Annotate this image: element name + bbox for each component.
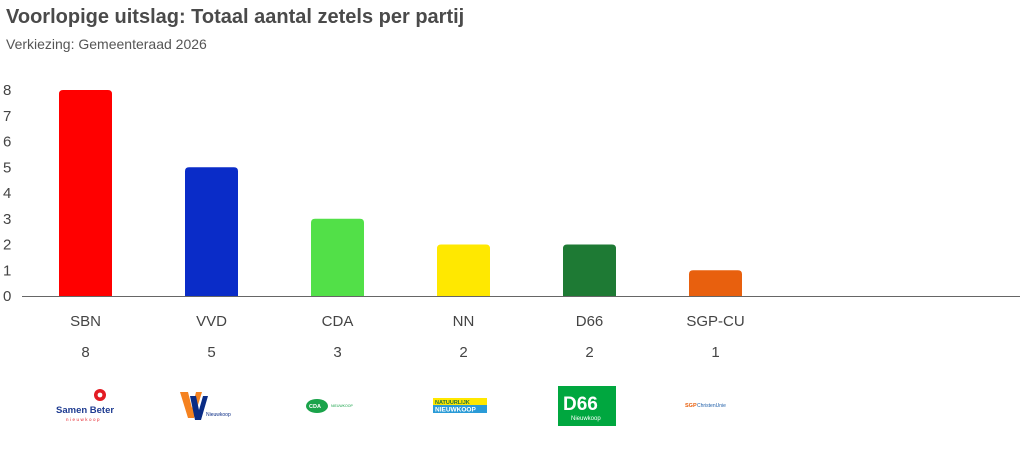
y-tick-label: 5 xyxy=(3,159,11,176)
christenunie-logo-text: ChristenUnie xyxy=(697,403,726,409)
x-tick-label: VVD xyxy=(196,313,227,330)
sgp-logo-mark: SGP xyxy=(685,403,697,409)
data-label: 2 xyxy=(585,344,593,361)
y-tick-label: 2 xyxy=(3,237,11,254)
y-tick-label: 7 xyxy=(3,108,11,125)
cda-logo-mark: CDA xyxy=(309,404,321,410)
y-tick-label: 8 xyxy=(3,82,11,99)
y-tick-label: 3 xyxy=(3,211,11,228)
x-tick-label: NN xyxy=(453,313,475,330)
data-label: 1 xyxy=(711,344,719,361)
y-tick-label: 0 xyxy=(3,288,11,305)
bar-nn xyxy=(437,244,490,296)
d66-logo-text: Nieuwkoop xyxy=(571,416,601,422)
logo-cda: CDA NIEUWKOOP xyxy=(306,399,353,413)
logo-samen-beter: Samen Beter nieuwkoop xyxy=(56,389,114,422)
x-tick-label: SGP-CU xyxy=(686,313,744,330)
data-label: 3 xyxy=(333,344,341,361)
logo-sgp-christenunie: SGP ChristenUnie xyxy=(685,403,726,409)
cda-logo-text: NIEUWKOOP xyxy=(331,404,353,408)
bar-cda xyxy=(311,218,364,296)
logo-vvd: Nieuwkoop xyxy=(180,392,231,420)
logo-d66: D66 Nieuwkoop xyxy=(558,386,616,426)
x-tick-label: D66 xyxy=(576,313,604,330)
x-tick-label: CDA xyxy=(322,313,354,330)
chart-title: Voorlopige uitslag: Totaal aantal zetels… xyxy=(6,6,465,28)
y-tick-label: 6 xyxy=(3,134,11,151)
sbn-logo-text: Samen Beter xyxy=(56,405,114,416)
x-tick-label: SBN xyxy=(70,313,101,330)
sbn-logo-subtext: nieuwkoop xyxy=(66,417,101,422)
y-tick-label: 1 xyxy=(3,262,11,279)
vvd-logo-text: Nieuwkoop xyxy=(206,412,231,418)
bar-vvd xyxy=(185,167,238,296)
bar-sgp-cu xyxy=(689,270,742,296)
nn-logo-subtext: NIEUWKOOP xyxy=(435,407,476,414)
bar-sbn xyxy=(59,90,112,296)
data-label: 5 xyxy=(207,344,215,361)
y-tick-label: 4 xyxy=(3,185,11,202)
chart-subtitle: Verkiezing: Gemeenteraad 2026 xyxy=(6,36,207,52)
d66-logo-mark: D66 xyxy=(563,394,598,415)
nn-logo-text: NATUURLIJK xyxy=(435,400,470,406)
data-label: 2 xyxy=(459,344,467,361)
bar-d66 xyxy=(563,244,616,296)
data-label: 8 xyxy=(81,344,89,361)
logo-natuurlijk-nieuwkoop: NATUURLIJK NIEUWKOOP xyxy=(433,398,487,414)
